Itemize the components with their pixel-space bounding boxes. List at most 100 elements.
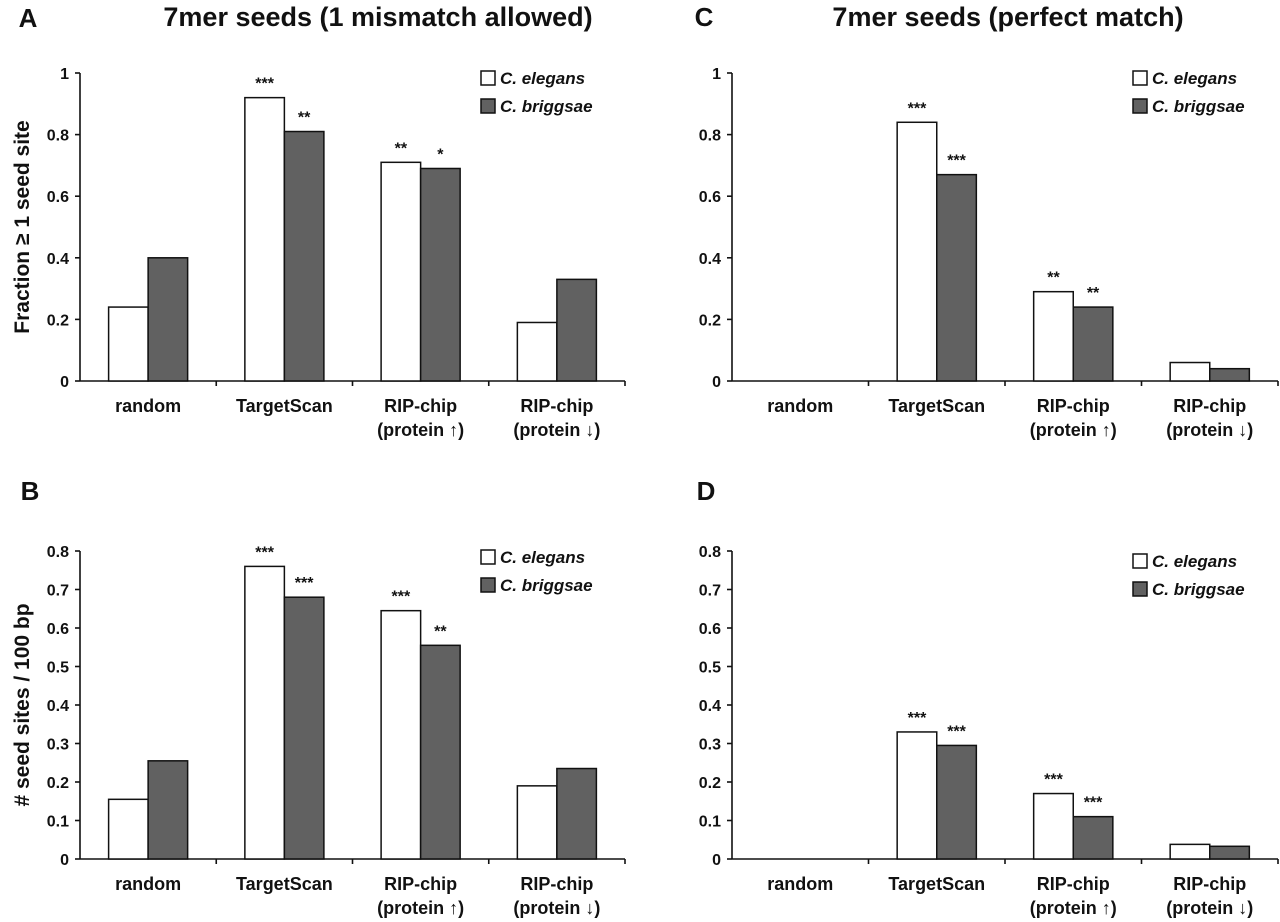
significance-stars: ** [1047, 270, 1060, 287]
legend-swatch [1132, 553, 1148, 569]
bar-c-briggsae [419, 167, 461, 382]
significance-stars: ** [1087, 285, 1100, 302]
x-category-label: (protein ↑) [377, 420, 464, 440]
bar-c-elegans [380, 161, 422, 382]
significance-stars: *** [947, 723, 966, 740]
y-tick-label: 0.5 [699, 660, 721, 677]
y-axis-label: Fraction ≥ 1 seed site [11, 120, 34, 333]
y-tick-label: 0.6 [47, 189, 69, 206]
x-category-label: RIP-chip [1037, 396, 1110, 416]
y-tick-label: 0.2 [699, 775, 721, 792]
x-category-label: RIP-chip [520, 874, 593, 894]
y-tick-label: 0.5 [47, 660, 69, 677]
significance-stars: ** [395, 140, 408, 157]
legend-label: C. briggsae [1152, 97, 1245, 116]
legend-label: C. elegans [1152, 552, 1237, 571]
y-tick-label: 0 [60, 852, 69, 869]
significance-stars: * [437, 146, 444, 163]
y-tick-label: 0.2 [47, 775, 69, 792]
significance-stars: *** [255, 76, 274, 93]
y-tick-label: 0.6 [47, 621, 69, 638]
x-category-label: (protein ↓) [513, 420, 600, 440]
x-category-label: RIP-chip [1037, 874, 1110, 894]
x-category-label: TargetScan [236, 396, 333, 416]
bar-c-briggsae [556, 278, 598, 382]
y-tick-label: 0.4 [699, 698, 721, 715]
y-tick-label: 0.3 [47, 737, 69, 754]
significance-stars: *** [908, 100, 927, 117]
y-tick-label: 0.7 [699, 583, 721, 600]
significance-stars: *** [255, 544, 274, 561]
x-category-label: random [115, 874, 181, 894]
y-tick-label: 0.2 [699, 312, 721, 329]
bar-c-briggsae [419, 644, 461, 860]
bar-c-briggsae [556, 767, 598, 860]
significance-stars: *** [1044, 772, 1063, 789]
significance-stars: *** [947, 153, 966, 170]
legend-swatch [1132, 70, 1148, 86]
bar-c-briggsae [936, 744, 978, 860]
x-category-label: RIP-chip [1173, 874, 1246, 894]
x-category-label: (protein ↑) [1030, 420, 1117, 440]
bar-c-briggsae [283, 596, 325, 860]
legend-swatch [480, 577, 496, 593]
bar-c-briggsae [147, 760, 189, 860]
y-tick-label: 0.3 [699, 737, 721, 754]
x-category-label: random [767, 396, 833, 416]
bar-c-briggsae [147, 257, 189, 382]
x-category-label: (protein ↓) [513, 898, 600, 918]
significance-stars: *** [392, 589, 411, 606]
y-tick-label: 0 [712, 374, 721, 391]
bar-c-elegans [896, 121, 938, 382]
x-category-label: TargetScan [236, 874, 333, 894]
y-tick-label: 1 [60, 66, 69, 83]
significance-stars: *** [1084, 795, 1103, 812]
panel-letter: B [21, 476, 40, 506]
legend-swatch [480, 98, 496, 114]
panel-letter: A [19, 3, 38, 33]
legend-label: C. briggsae [500, 97, 593, 116]
y-tick-label: 0.4 [47, 698, 69, 715]
bar-c-elegans [380, 609, 422, 860]
y-tick-label: 0.1 [699, 814, 721, 831]
legend-swatch [1132, 98, 1148, 114]
legend: C. elegans C. briggsae [480, 548, 593, 595]
panel-letter: C [695, 2, 714, 32]
legend-label: C. elegans [1152, 69, 1237, 88]
panel-letter: D [697, 476, 716, 506]
x-category-label: RIP-chip [384, 396, 457, 416]
bar-c-briggsae [936, 173, 978, 382]
y-tick-label: 0.8 [47, 544, 69, 561]
bar-c-elegans [244, 96, 286, 382]
y-tick-label: 0.6 [699, 621, 721, 638]
legend-label: C. briggsae [1152, 580, 1245, 599]
y-tick-label: 0.6 [699, 189, 721, 206]
panel-b: B # seed sites / 100 bp 0 0.1 0.2 0.3 0.4 0.5 0.… [11, 476, 626, 918]
y-tick-label: 0.8 [47, 128, 69, 145]
significance-stars: *** [908, 710, 927, 727]
bar-c-briggsae [1209, 845, 1251, 860]
bar-c-elegans [516, 785, 558, 860]
bar-c-elegans [896, 731, 938, 860]
significance-stars: *** [295, 575, 314, 592]
y-tick-label: 0.4 [47, 251, 69, 268]
bar-c-elegans [1032, 792, 1075, 860]
significance-stars: ** [434, 623, 447, 640]
x-category-label: TargetScan [888, 396, 985, 416]
x-category-label: random [767, 874, 833, 894]
y-tick-label: 0 [712, 852, 721, 869]
bar-c-elegans [107, 306, 149, 382]
legend-swatch [480, 70, 496, 86]
legend-label: C. elegans [500, 548, 585, 567]
y-tick-label: 0.2 [47, 312, 69, 329]
legend-swatch [1132, 581, 1148, 597]
x-category-label: (protein ↑) [377, 898, 464, 918]
panel-title: 7mer seeds (1 mismatch allowed) [163, 2, 592, 32]
y-tick-label: 0 [60, 374, 69, 391]
legend-label: C. briggsae [500, 576, 593, 595]
x-category-label: (protein ↓) [1166, 420, 1253, 440]
bar-c-briggsae [1209, 367, 1251, 382]
x-category-label: RIP-chip [384, 874, 457, 894]
panel-a: A 7mer seeds (1 mismatch allowed) Fraction… [11, 2, 626, 440]
